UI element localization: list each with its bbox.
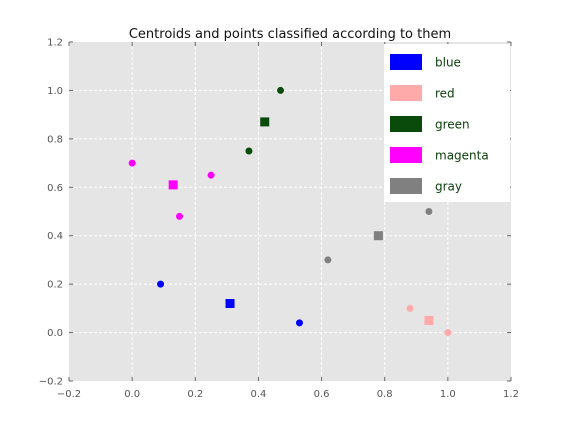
legend-swatch-red <box>390 85 422 101</box>
data-point-magenta <box>177 213 183 219</box>
y-tick-label: 0.8 <box>47 134 63 145</box>
data-point-gray <box>426 209 432 215</box>
y-tick-label: 0.6 <box>47 183 63 194</box>
legend-label-gray: gray <box>435 180 462 194</box>
data-point-red <box>445 330 451 336</box>
legend-label-magenta: magenta <box>435 149 489 163</box>
data-point-gray <box>325 257 331 263</box>
centroid-magenta <box>169 180 178 189</box>
x-tick-label: 0.6 <box>314 389 330 400</box>
legend-label-red: red <box>435 87 455 101</box>
data-point-magenta <box>208 172 214 178</box>
x-tick-label: 0.0 <box>124 389 140 400</box>
centroid-red <box>424 316 433 325</box>
legend-swatch-magenta <box>390 147 422 163</box>
legend-swatch-green <box>390 116 422 132</box>
data-point-green <box>278 87 284 93</box>
legend: blue red green magenta gray <box>384 44 510 202</box>
x-tick-label: 1.0 <box>440 389 456 400</box>
chart-title: Centroids and points classified accordin… <box>129 27 451 42</box>
y-tick-label: 1.2 <box>47 38 63 49</box>
centroid-green <box>260 117 269 126</box>
x-tick-label: 0.8 <box>377 389 393 400</box>
x-tick-label: 0.2 <box>187 389 203 400</box>
y-tick-label: 1.0 <box>47 86 63 97</box>
y-tick-label: −0.2 <box>39 377 63 388</box>
y-tick-label: 0.4 <box>47 231 63 242</box>
x-tick-label: 1.2 <box>503 389 519 400</box>
data-point-red <box>407 305 413 311</box>
legend-swatch-blue <box>390 54 422 70</box>
legend-swatch-gray <box>390 178 422 194</box>
x-tick-label: −0.2 <box>57 389 81 400</box>
legend-label-blue: blue <box>435 56 461 70</box>
data-point-blue <box>158 281 164 287</box>
centroid-blue <box>226 299 235 308</box>
legend-label-green: green <box>435 118 470 132</box>
centroid-gray <box>374 231 383 240</box>
x-tick-label: 0.4 <box>250 389 266 400</box>
y-tick-label: 0.0 <box>47 328 63 339</box>
data-point-blue <box>296 320 302 326</box>
data-point-magenta <box>129 160 135 166</box>
y-tick-label: 0.2 <box>47 280 63 291</box>
data-point-green <box>246 148 252 154</box>
